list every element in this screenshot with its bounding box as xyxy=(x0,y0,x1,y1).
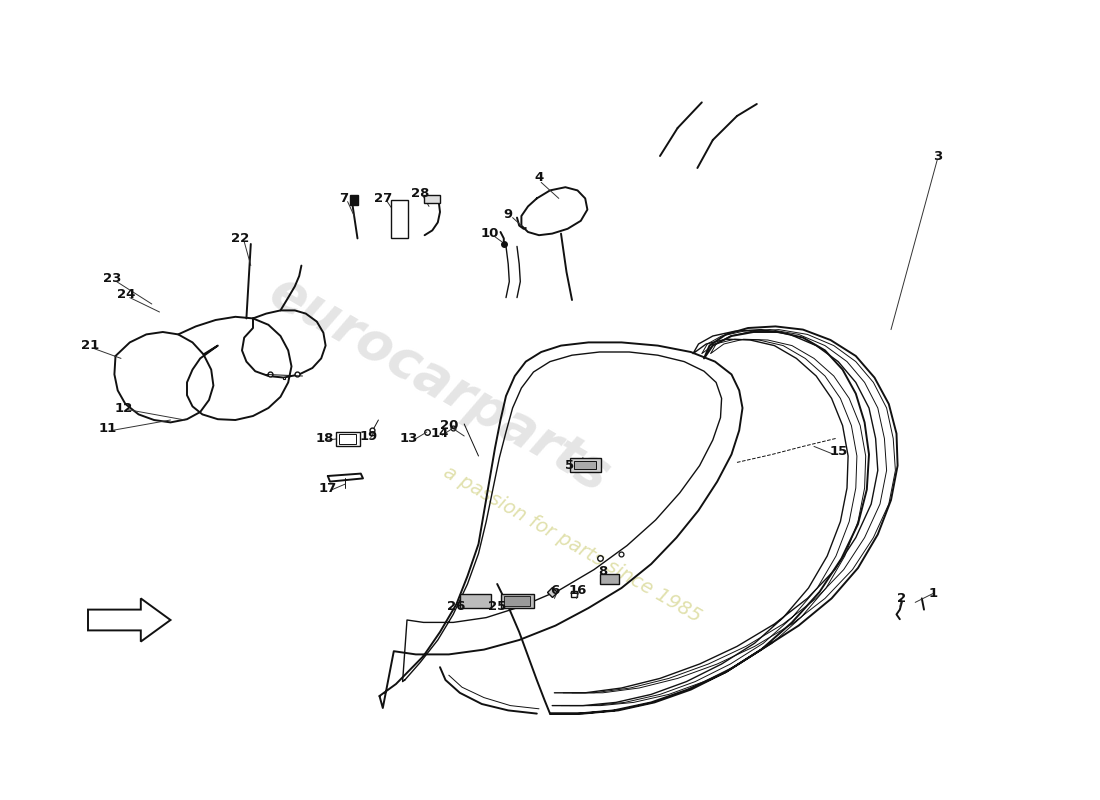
Bar xyxy=(504,596,530,606)
Text: 8: 8 xyxy=(598,565,607,578)
Text: 28: 28 xyxy=(411,187,429,200)
Text: 14: 14 xyxy=(431,427,449,440)
Text: 22: 22 xyxy=(231,232,249,245)
Text: 23: 23 xyxy=(103,272,121,285)
Text: 10: 10 xyxy=(481,227,498,240)
Text: 25: 25 xyxy=(488,600,506,613)
Text: a passion for parts since 1985: a passion for parts since 1985 xyxy=(440,462,704,626)
Text: 7: 7 xyxy=(339,192,348,205)
Bar xyxy=(600,574,619,584)
Text: 16: 16 xyxy=(569,584,586,597)
Text: eurocarparts: eurocarparts xyxy=(261,266,619,502)
Bar xyxy=(424,195,440,203)
Text: 5: 5 xyxy=(565,459,574,472)
Bar xyxy=(460,594,491,608)
Text: 19: 19 xyxy=(360,430,377,442)
Text: 18: 18 xyxy=(316,432,333,445)
Text: 2: 2 xyxy=(898,592,906,605)
Text: 6: 6 xyxy=(550,584,559,597)
Bar xyxy=(350,195,358,205)
Bar xyxy=(339,434,356,444)
Text: 4: 4 xyxy=(535,171,543,184)
Text: 9: 9 xyxy=(504,208,513,221)
Text: 20: 20 xyxy=(440,419,458,432)
Bar xyxy=(336,432,360,446)
Text: 15: 15 xyxy=(829,446,847,458)
Bar xyxy=(390,200,408,238)
Bar xyxy=(500,594,534,608)
Text: 1: 1 xyxy=(928,587,937,600)
Text: 26: 26 xyxy=(448,600,465,613)
Text: 17: 17 xyxy=(319,482,337,494)
Bar xyxy=(570,458,601,472)
Text: 12: 12 xyxy=(114,402,132,414)
Text: 13: 13 xyxy=(400,432,418,445)
Text: 21: 21 xyxy=(81,339,99,352)
Text: 11: 11 xyxy=(99,422,117,434)
Text: 3: 3 xyxy=(933,150,942,162)
Bar xyxy=(574,461,596,469)
Text: 27: 27 xyxy=(374,192,392,205)
Text: 24: 24 xyxy=(118,288,135,301)
